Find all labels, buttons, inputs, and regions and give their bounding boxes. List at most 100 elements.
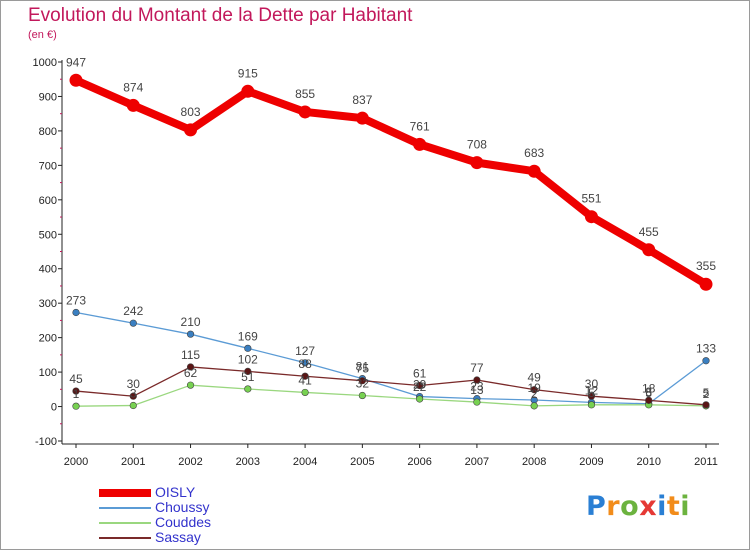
- data-point-oisly: [126, 98, 140, 112]
- data-label-sassay: 88: [298, 357, 312, 371]
- series-line-couddes: [75, 384, 707, 407]
- y-tick-label: -100: [35, 436, 57, 448]
- logo-letter: o: [620, 491, 640, 522]
- series-line-choussy: [75, 311, 707, 405]
- data-point-couddes: [530, 402, 538, 410]
- series-line-oisly: [72, 76, 710, 289]
- data-label-choussy: 29: [413, 378, 427, 392]
- data-point-oisly: [184, 123, 198, 137]
- data-label-oisly: 837: [352, 93, 372, 107]
- logo-letter: i: [657, 491, 667, 522]
- x-tick-label: 2007: [465, 456, 489, 468]
- data-point-sassay: [473, 376, 481, 384]
- data-label-sassay: 115: [181, 348, 200, 362]
- data-point-oisly: [642, 243, 656, 257]
- x-tick-label: 2005: [350, 456, 374, 468]
- data-label-oisly: 874: [123, 80, 143, 94]
- data-label-choussy: 127: [295, 344, 315, 358]
- x-tick-label: 2010: [636, 456, 660, 468]
- data-point-choussy: [129, 319, 137, 327]
- data-point-oisly: [413, 137, 427, 151]
- data-point-sassay: [358, 377, 366, 385]
- data-label-sassay: 102: [238, 352, 258, 366]
- x-tick-label: 2011: [694, 456, 718, 468]
- proxiti-logo: Proxiti: [586, 491, 690, 522]
- x-tick-label: 2003: [236, 456, 260, 468]
- data-label-sassay: 77: [470, 361, 484, 375]
- y-tick-label: 900: [39, 91, 57, 103]
- data-label-sassay: 49: [528, 371, 542, 385]
- data-label-couddes: 51: [241, 370, 255, 384]
- chart-title: Evolution du Montant de la Dette par Hab…: [28, 5, 413, 26]
- data-label-oisly: 683: [524, 146, 544, 160]
- data-point-sassay: [72, 387, 80, 395]
- data-point-choussy: [244, 344, 252, 352]
- y-tick-label: 400: [39, 264, 57, 276]
- data-label-choussy: 133: [696, 342, 716, 356]
- legend-swatch-sassay: [99, 537, 151, 539]
- data-point-choussy: [301, 359, 309, 367]
- legend-label-sassay: Sassay: [155, 529, 201, 545]
- data-label-sassay: 5: [703, 386, 710, 400]
- x-tick-label: 2006: [407, 456, 431, 468]
- legend-swatch-choussy: [99, 507, 151, 509]
- data-label-sassay: 30: [585, 377, 599, 391]
- x-tick-label: 2009: [579, 456, 603, 468]
- data-label-choussy: 210: [181, 315, 201, 329]
- legend-label-couddes: Couddes: [155, 514, 212, 530]
- data-label-oisly: 803: [181, 105, 201, 119]
- data-label-couddes: 5: [645, 386, 652, 400]
- logo-letter: P: [586, 491, 607, 522]
- data-label-couddes: 41: [298, 373, 312, 387]
- data-label-oisly: 915: [238, 66, 258, 80]
- data-point-oisly: [69, 73, 83, 87]
- data-label-couddes: 22: [413, 380, 427, 394]
- data-point-sassay: [587, 392, 596, 400]
- data-label-choussy: 81: [356, 360, 370, 374]
- data-point-sassay: [129, 392, 137, 400]
- y-tick-label: 700: [39, 160, 57, 172]
- data-label-oisly: 761: [410, 119, 430, 133]
- data-point-couddes: [301, 388, 309, 397]
- data-label-oisly: 947: [66, 55, 86, 69]
- data-label-oisly: 708: [467, 138, 487, 152]
- y-tick-label: 300: [39, 298, 57, 310]
- data-point-oisly: [241, 84, 255, 98]
- data-label-oisly: 855: [295, 87, 315, 101]
- x-tick-label: 2000: [64, 456, 88, 468]
- y-tick-label: 800: [39, 126, 57, 138]
- data-point-couddes: [587, 401, 596, 409]
- y-tick-label: 200: [39, 333, 57, 345]
- data-point-couddes: [186, 381, 195, 389]
- legend-swatch-oisly: [99, 489, 151, 497]
- data-point-oisly: [584, 210, 598, 224]
- data-label-couddes: 62: [184, 366, 198, 380]
- data-label-couddes: 5: [588, 386, 595, 400]
- data-point-couddes: [416, 395, 424, 403]
- data-point-oisly: [470, 156, 484, 170]
- data-label-choussy: 242: [123, 304, 143, 318]
- logo-letter: i: [680, 491, 691, 522]
- data-point-couddes: [72, 402, 80, 410]
- data-label-sassay: 18: [642, 381, 656, 395]
- chart-subtitle: (en €): [28, 29, 57, 41]
- data-point-oisly: [527, 164, 541, 178]
- data-point-sassay: [186, 363, 195, 371]
- legend-label-oisly: OISLY: [155, 484, 196, 500]
- data-label-couddes: 2: [531, 387, 538, 401]
- y-tick-label: 100: [39, 367, 57, 379]
- y-tick-label: 0: [51, 402, 57, 414]
- logo-letter: r: [606, 491, 621, 522]
- data-label-choussy: 273: [66, 293, 86, 307]
- data-point-couddes: [358, 391, 366, 400]
- data-label-couddes: 13: [470, 383, 484, 397]
- y-tick-label: 500: [39, 229, 57, 241]
- x-tick-label: 2004: [293, 456, 317, 468]
- data-label-couddes: 1: [73, 387, 80, 401]
- data-point-couddes: [473, 398, 481, 406]
- data-label-choussy: 19: [528, 381, 542, 395]
- data-label-sassay: 45: [69, 372, 83, 386]
- data-label-choussy: 12: [585, 383, 599, 397]
